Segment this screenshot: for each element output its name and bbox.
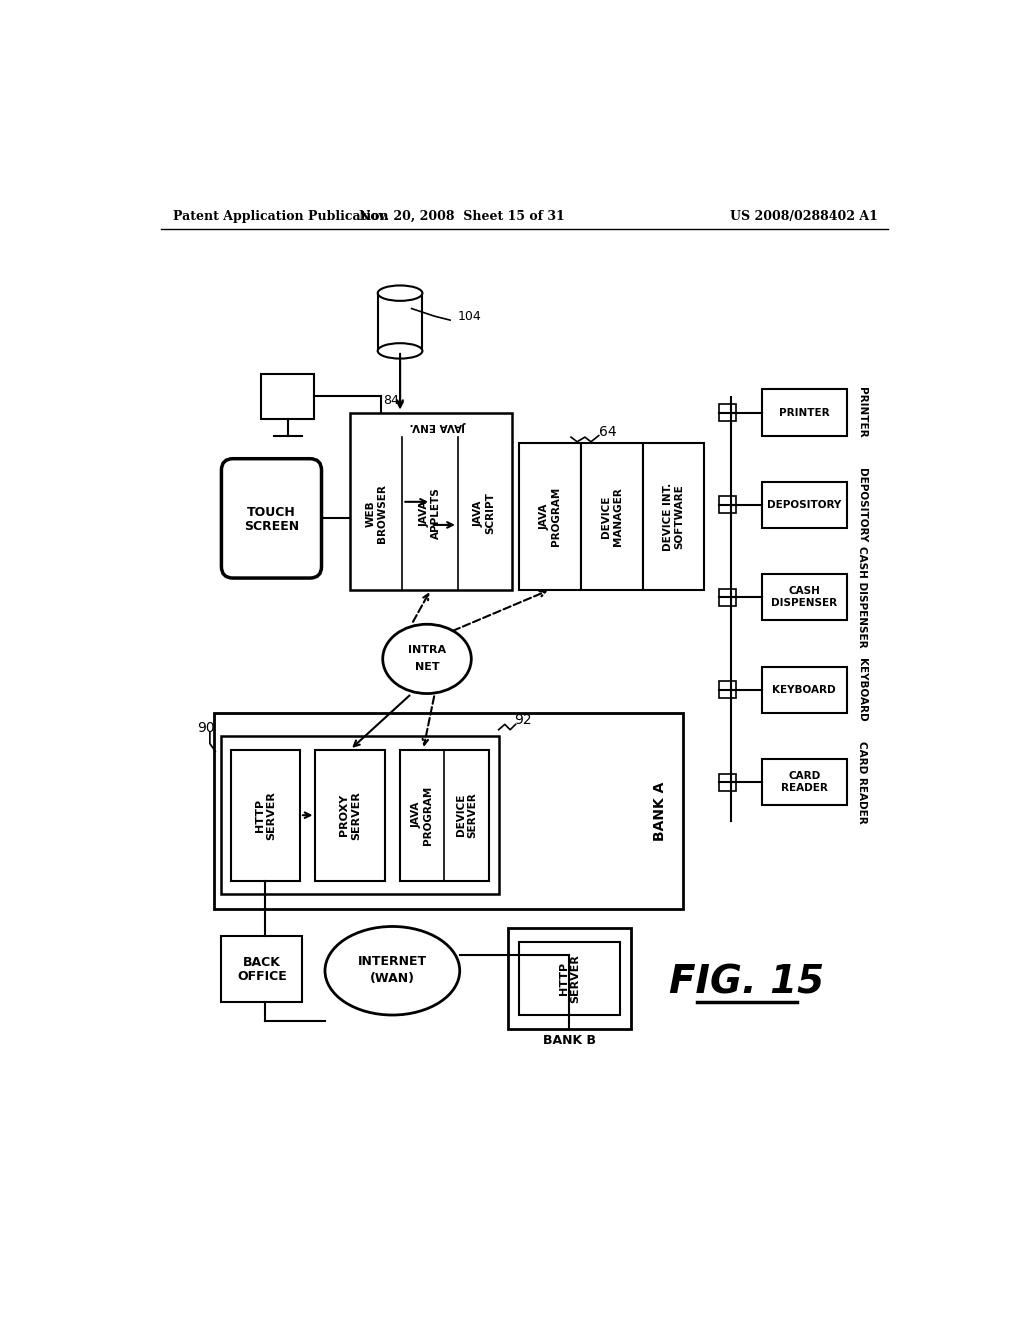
Ellipse shape — [325, 927, 460, 1015]
Text: WEB
BROWSER: WEB BROWSER — [366, 484, 387, 543]
Text: 84: 84 — [383, 395, 398, 408]
Text: US 2008/0288402 A1: US 2008/0288402 A1 — [729, 210, 878, 223]
Text: 104: 104 — [458, 310, 481, 323]
Bar — [230, 750, 300, 880]
Text: 90: 90 — [198, 721, 215, 735]
Bar — [400, 750, 488, 880]
Text: BACK: BACK — [243, 956, 281, 969]
Bar — [581, 444, 643, 590]
Bar — [643, 444, 705, 590]
Bar — [519, 942, 620, 1015]
Text: Patent Application Publication: Patent Application Publication — [173, 210, 388, 223]
Ellipse shape — [378, 343, 422, 359]
Bar — [719, 774, 736, 791]
Bar — [221, 737, 499, 894]
Text: OFFICE: OFFICE — [237, 970, 287, 983]
Text: (WAN): (WAN) — [370, 972, 415, 985]
FancyBboxPatch shape — [221, 459, 322, 578]
Text: FIG. 15: FIG. 15 — [669, 964, 824, 1002]
Bar — [350, 412, 512, 590]
Text: PRINTER: PRINTER — [857, 387, 867, 438]
Bar — [214, 713, 683, 909]
Bar — [719, 589, 736, 606]
Text: JAVA
SCRIPT: JAVA SCRIPT — [474, 492, 496, 535]
Text: SCREEN: SCREEN — [244, 520, 299, 532]
Text: DEPOSITORY: DEPOSITORY — [767, 500, 842, 510]
Bar — [261, 374, 313, 418]
Text: BANK B: BANK B — [543, 1034, 596, 1047]
Bar — [508, 928, 631, 1028]
Bar — [378, 293, 422, 351]
Bar — [221, 936, 302, 1002]
Text: KEYBOARD: KEYBOARD — [857, 657, 867, 722]
Text: JAVA
APPLETS: JAVA APPLETS — [419, 487, 441, 540]
Text: Nov. 20, 2008  Sheet 15 of 31: Nov. 20, 2008 Sheet 15 of 31 — [358, 210, 564, 223]
Text: JAVA ENV.: JAVA ENV. — [411, 421, 467, 432]
Text: JAVA
PROGRAM: JAVA PROGRAM — [540, 487, 561, 546]
Bar — [762, 574, 847, 620]
Text: TOUCH: TOUCH — [247, 506, 296, 519]
Bar — [762, 389, 847, 436]
Bar — [719, 681, 736, 698]
Text: INTRA: INTRA — [408, 644, 446, 655]
Bar — [762, 667, 847, 713]
Text: CASH DISPENSER: CASH DISPENSER — [857, 546, 867, 648]
Ellipse shape — [383, 624, 471, 693]
Bar — [315, 750, 385, 880]
Text: HTTP
SERVER: HTTP SERVER — [559, 954, 581, 1003]
Text: INTERNET: INTERNET — [357, 954, 427, 968]
Text: BANK A: BANK A — [653, 781, 668, 841]
Text: PRINTER: PRINTER — [779, 408, 829, 417]
Text: DEVICE INT.
SOFTWARE: DEVICE INT. SOFTWARE — [663, 482, 684, 550]
Text: JAVA
PROGRAM: JAVA PROGRAM — [412, 785, 433, 845]
Bar — [719, 496, 736, 513]
Text: PROXY
SERVER: PROXY SERVER — [339, 791, 360, 840]
Text: CARD READER: CARD READER — [857, 741, 867, 824]
Text: DEVICE
SERVER: DEVICE SERVER — [456, 792, 477, 838]
Text: 92: 92 — [514, 714, 532, 727]
Text: KEYBOARD: KEYBOARD — [772, 685, 837, 694]
Text: 64: 64 — [599, 425, 616, 438]
Text: NET: NET — [415, 661, 439, 672]
Text: DEPOSITORY: DEPOSITORY — [857, 467, 867, 543]
Bar — [762, 759, 847, 805]
Text: CASH
DISPENSER: CASH DISPENSER — [771, 586, 838, 609]
Bar — [719, 404, 736, 421]
Bar — [519, 444, 581, 590]
Ellipse shape — [378, 285, 422, 301]
Text: HTTP
SERVER: HTTP SERVER — [255, 791, 276, 840]
Text: DEVICE
MANAGER: DEVICE MANAGER — [601, 487, 623, 546]
Bar — [762, 482, 847, 528]
Text: CARD
READER: CARD READER — [781, 771, 827, 793]
